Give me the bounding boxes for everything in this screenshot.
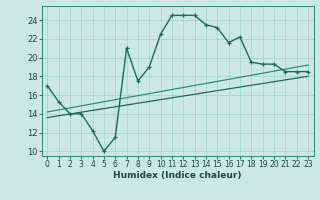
X-axis label: Humidex (Indice chaleur): Humidex (Indice chaleur) <box>113 171 242 180</box>
